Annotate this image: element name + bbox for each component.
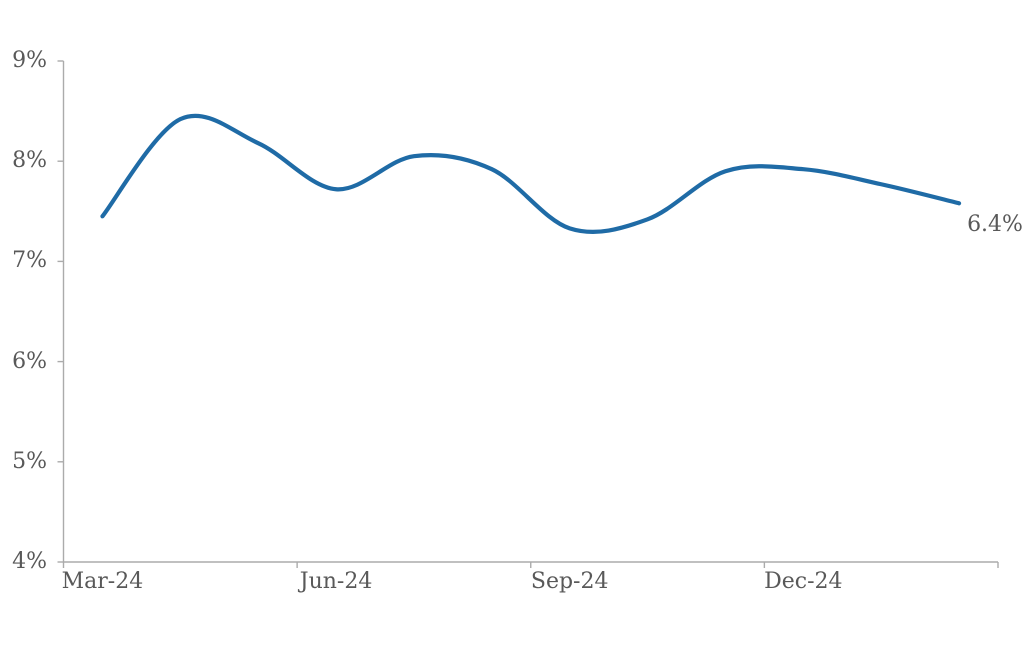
y-tick-label: 4%: [12, 549, 47, 574]
y-tick-label: 7%: [12, 248, 47, 274]
data-series-line: [100, 113, 962, 234]
y-tick-label: 8%: [12, 148, 47, 174]
series-end-label: 6.4%: [967, 212, 1023, 238]
x-tick-label: Dec-24: [764, 569, 843, 594]
x-tick-label: Sep-24: [530, 569, 609, 594]
y-tick-label: 9%: [12, 48, 47, 73]
y-tick-label: 5%: [12, 448, 47, 474]
x-tick-label: Mar-24: [61, 569, 144, 594]
x-tick-label: Jun-24: [299, 569, 373, 594]
y-tick-label: 6%: [12, 348, 47, 374]
